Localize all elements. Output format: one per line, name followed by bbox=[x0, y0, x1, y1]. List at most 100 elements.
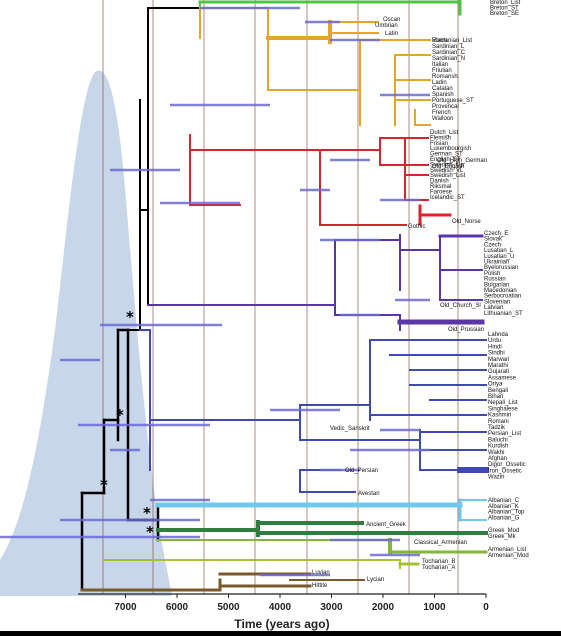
taxon-label: Bengali bbox=[488, 388, 508, 394]
taxon-label: Russian bbox=[484, 277, 506, 283]
taxon-label: Wakhi bbox=[488, 450, 504, 456]
taxon-label: Breton_ST bbox=[490, 6, 519, 12]
taxon-label: Riksmal bbox=[430, 184, 451, 190]
taxon-label: Persian_List bbox=[488, 431, 521, 437]
taxon-label: English_ST bbox=[430, 157, 461, 163]
taxon-label: Sindhi bbox=[488, 351, 505, 357]
taxon-label: Urdu bbox=[488, 338, 501, 344]
taxon-label: Digor_Ossetic bbox=[488, 462, 526, 468]
uncertainty-bars bbox=[0, 6, 430, 577]
taxon-label: Breton_List bbox=[490, 0, 521, 6]
taxon-label: Slovak bbox=[484, 237, 503, 243]
axis-tick-label: 3000 bbox=[320, 602, 343, 613]
taxon-label: Sardinian_N bbox=[432, 56, 465, 62]
taxon-label: Bulgarian bbox=[484, 282, 509, 288]
taxon-label: Latvian bbox=[484, 305, 503, 311]
taxon-label: Umbrian bbox=[375, 23, 398, 29]
taxon-label: Oriya bbox=[488, 382, 503, 388]
taxon-label: Walloon bbox=[432, 116, 453, 122]
taxon-label: Baluchi bbox=[488, 437, 508, 443]
node-star: * bbox=[126, 308, 134, 326]
taxon-label: Hindi bbox=[488, 344, 502, 350]
taxon-label: Ladin bbox=[432, 80, 447, 86]
taxon-label: Luvian bbox=[312, 570, 330, 576]
taxon-label: Lusatian_U bbox=[484, 254, 514, 260]
node-star: * bbox=[116, 406, 124, 424]
taxon-label: Romani bbox=[488, 419, 509, 425]
taxon-label: Greek_Mk bbox=[488, 534, 517, 540]
taxon-label: Czech bbox=[484, 242, 501, 248]
taxon-label: Swedish_Up bbox=[430, 162, 464, 168]
taxon-label: Old_Church_Sl bbox=[440, 303, 481, 309]
taxon-label: Assamese bbox=[488, 375, 517, 381]
taxon-label: Macedonian bbox=[484, 288, 517, 294]
taxon-label: Luxembourgish bbox=[430, 146, 471, 152]
taxon-label: French bbox=[432, 110, 451, 116]
taxon-label: Tocharian_A bbox=[422, 565, 455, 571]
tree-branches bbox=[80, 0, 489, 592]
taxon-label: Slovenian bbox=[484, 299, 510, 305]
taxon-label: Marathi bbox=[488, 363, 508, 369]
taxon-label: Romanian_List bbox=[432, 38, 472, 44]
taxon-label: Byelorussian bbox=[484, 265, 518, 271]
taxon-label: Hittite bbox=[312, 583, 328, 589]
taxon-label: Spanish bbox=[432, 92, 454, 98]
taxon-label: Waziri bbox=[488, 475, 504, 481]
taxon-label: Tocharian_B bbox=[422, 559, 455, 565]
taxon-label: Nepali_List bbox=[488, 400, 518, 406]
taxon-label: Breton_SE bbox=[490, 11, 519, 17]
axis-tick-label: 0 bbox=[483, 602, 489, 613]
taxon-label: Lahnda bbox=[488, 332, 509, 338]
taxon-label: Sardinian_C bbox=[432, 50, 466, 56]
taxon-label: Friulian bbox=[432, 68, 452, 74]
time-axis: 7000 6000 5000 4000 3000 2000 1000 0 Time (year… bbox=[78, 593, 489, 631]
taxon-label: Lithuanian_ST bbox=[484, 311, 523, 317]
taxon-label: Albanian_K bbox=[488, 504, 519, 510]
taxon-label: Lycian bbox=[367, 577, 384, 583]
taxon-label: Portuguese_ST bbox=[432, 98, 474, 104]
taxon-label: Armenian_Mod bbox=[488, 553, 529, 559]
taxon-label: Old_Persian bbox=[345, 468, 378, 474]
taxon-label: Polish bbox=[484, 271, 500, 277]
taxon-label: Albanian_G bbox=[488, 515, 520, 521]
taxon-label: Avestan bbox=[358, 491, 380, 497]
taxon-label: Old_English bbox=[432, 164, 464, 170]
taxon-label: Marwari bbox=[488, 357, 509, 363]
taxon-label: Singhalese bbox=[488, 406, 518, 412]
taxon-label: Gothic bbox=[408, 224, 425, 230]
bottom-band bbox=[0, 631, 561, 636]
taxon-label: Vlach bbox=[432, 38, 447, 44]
time-gridlines bbox=[102, 0, 459, 594]
taxon-label: Catalan bbox=[432, 86, 453, 92]
taxon-label: Flemish bbox=[430, 135, 451, 141]
taxon-label: Albanian_Top bbox=[488, 510, 525, 516]
taxon-label: Kashmiri bbox=[488, 413, 511, 419]
axis-tick-label: 4000 bbox=[269, 602, 292, 613]
taxon-label: Old_Norse bbox=[452, 219, 481, 225]
taxon-label: Sardinian_L bbox=[432, 44, 465, 50]
taxon-label: Armenian_List bbox=[488, 547, 527, 553]
axis-tick-label: 1000 bbox=[423, 602, 446, 613]
taxon-label: Kurdish bbox=[488, 444, 508, 450]
taxon-label: Frisian bbox=[430, 141, 448, 147]
taxon-label: Iron_Ossetic bbox=[488, 468, 522, 474]
taxon-label: Icelandic_ST bbox=[430, 195, 465, 201]
taxon-label: Italian bbox=[432, 62, 448, 68]
taxon-label: Serbocroatian bbox=[484, 294, 521, 300]
node-star: * bbox=[146, 523, 154, 541]
taxon-label: Romansh bbox=[432, 74, 458, 80]
taxon-label: Swedish_VL bbox=[430, 168, 464, 174]
taxon-label: Ancient_Greek bbox=[366, 522, 407, 528]
axis-tick-label: 6000 bbox=[166, 602, 189, 613]
axis-tick-label: 2000 bbox=[372, 602, 395, 613]
taxon-label: Swedish_List bbox=[430, 173, 466, 179]
taxon-label: Oscan bbox=[383, 17, 400, 23]
taxon-label: Gujarati bbox=[488, 369, 509, 375]
taxon-label: Tadzik bbox=[488, 425, 506, 431]
taxon-label: Old_Prussian bbox=[448, 327, 484, 333]
node-star: * bbox=[143, 504, 151, 522]
taxon-label: Provencal bbox=[432, 104, 459, 110]
taxon-label: Danish bbox=[430, 179, 449, 185]
taxon-label: Afghan bbox=[488, 456, 507, 462]
